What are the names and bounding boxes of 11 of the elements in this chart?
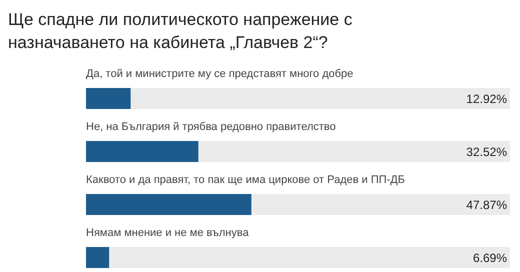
y-tick-label: Да, той и министрите му се представят много добре — [86, 68, 354, 80]
y-tick-label: Не, на България й трябва редовно правителство — [86, 121, 336, 133]
data-label: 6.69% — [472, 251, 508, 265]
chart-title: Ще спадне ли политическото напрежение с назначаването на кабинета „Главчев 2“? — [8, 9, 354, 54]
data-label: 47.87% — [466, 198, 508, 212]
data-label: 12.92% — [466, 92, 508, 106]
y-tick-label: Нямам мнение и не ме вълнува — [86, 227, 250, 239]
bar — [86, 88, 131, 109]
bar — [86, 247, 110, 268]
y-tick-label: Каквото и да правят, то пак ще има циркове от Радев и ПП-ДБ — [86, 174, 405, 186]
data-label: 32.52% — [466, 145, 508, 159]
